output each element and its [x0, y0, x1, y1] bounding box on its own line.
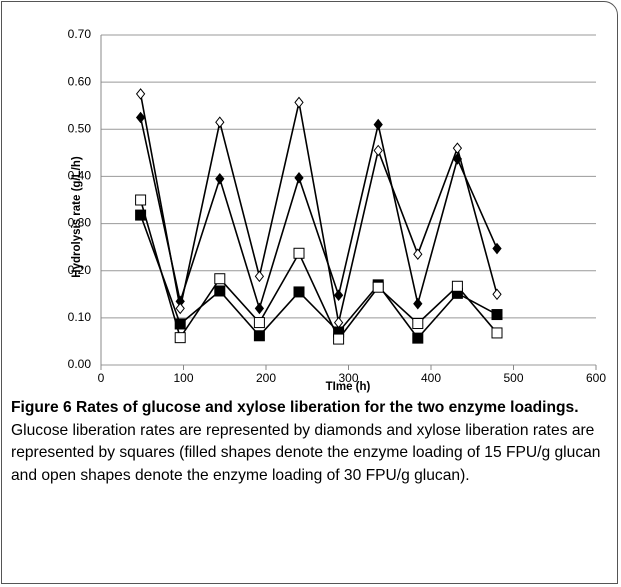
square-marker [333, 333, 345, 345]
diamond-marker [215, 116, 225, 129]
caption: Figure 6 Rates of glucose and xylose lib… [11, 397, 611, 487]
x-tick-label: 300 [338, 371, 358, 385]
diamond-marker [254, 270, 265, 283]
caption-title: Rates of glucose and xylose liberation f… [76, 399, 579, 416]
diamond-marker [373, 118, 383, 131]
square-marker [253, 317, 265, 329]
square-marker [372, 281, 384, 293]
y-tick-label: 0.30 [68, 216, 92, 230]
square-marker [412, 332, 424, 344]
diamond-marker [333, 289, 344, 302]
caption-label: Figure 6 [11, 399, 72, 416]
diamond-marker [135, 88, 146, 100]
square-marker [491, 309, 503, 321]
diamond-marker [215, 172, 225, 185]
square-marker [135, 209, 147, 221]
y-tick-label: 0.60 [68, 74, 92, 88]
square-marker [293, 247, 305, 259]
diamond-marker [333, 316, 344, 329]
y-tick-label: 0.70 [68, 27, 92, 41]
square-marker [293, 286, 305, 298]
diamond-marker [413, 297, 423, 310]
square-marker [174, 332, 186, 344]
y-tick-label: 0.20 [68, 263, 92, 277]
diamond-marker [135, 111, 146, 124]
series-line [139, 214, 498, 340]
x-tick-label: 500 [503, 371, 523, 385]
chart: Hydrolysis rate (g/L/h) TIme (h) 0.00 0.1… [68, 27, 607, 393]
x-tick-label: 200 [256, 371, 276, 385]
diamond-marker [492, 288, 502, 301]
x-tick-label: 100 [173, 371, 193, 385]
y-axis-label: Hydrolysis rate (g/L/h) [71, 156, 83, 278]
y-tick-label: 0.50 [68, 121, 92, 135]
square-marker [491, 327, 503, 339]
diamond-marker [452, 153, 463, 165]
square-marker [135, 194, 147, 206]
series-line [139, 117, 498, 312]
x-axis-label: TIme (h) [326, 381, 371, 393]
x-tick-label: 0 [98, 371, 105, 385]
diamond-marker [492, 242, 502, 255]
square-marker [214, 285, 226, 297]
diamond-marker [452, 142, 463, 154]
diamond-marker [254, 302, 265, 315]
series-line [139, 199, 498, 341]
x-tick-label: 600 [586, 371, 606, 385]
y-tick-label: 0.40 [68, 169, 92, 183]
y-tick-label: 0.10 [68, 310, 92, 324]
diamond-marker [294, 96, 304, 109]
series-line [139, 93, 498, 323]
square-marker [412, 318, 424, 330]
diamond-marker [413, 248, 423, 261]
diamond-marker [175, 302, 185, 315]
square-marker [174, 318, 186, 330]
square-marker [253, 330, 265, 342]
diamond-marker [294, 172, 304, 184]
diamond-marker [373, 144, 383, 157]
x-tick-label: 400 [421, 371, 441, 385]
square-marker [451, 280, 463, 292]
caption-text: Glucose liberation rates are represented… [11, 421, 601, 484]
y-tick-label: 0.00 [68, 357, 92, 371]
square-marker [214, 273, 226, 285]
